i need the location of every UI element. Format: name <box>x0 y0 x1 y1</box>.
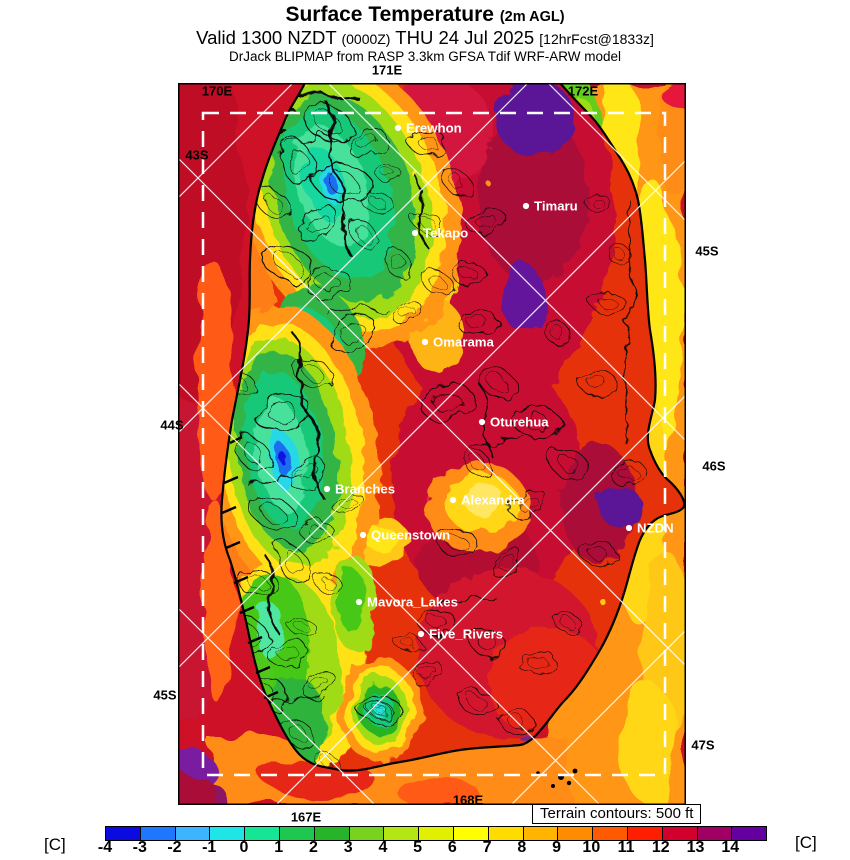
colorbar-tick-label: 1 <box>274 839 284 856</box>
colorbar-tick-label: 8 <box>517 839 527 856</box>
colorbar-tick-label: 11 <box>617 839 635 856</box>
city-marker-dot <box>522 202 530 210</box>
coastline <box>220 81 686 788</box>
axis-label-45s: 45S <box>153 687 177 703</box>
colorbar-segment <box>419 827 454 840</box>
latlon-graticule <box>177 82 687 806</box>
title-suffix: (2m AGL) <box>499 9 565 25</box>
axis-label-44s: 44S <box>160 417 184 433</box>
city-label: Branches <box>335 482 395 497</box>
valid-zulu: (0000Z) <box>341 31 391 47</box>
colorbar-segment <box>384 827 420 840</box>
colorbar-segment <box>662 827 698 840</box>
colorbar-tick-label: 7 <box>482 839 492 856</box>
city-label: Five_Rivers <box>429 627 503 642</box>
city-label: Queenstown <box>371 528 450 543</box>
colorbar-unit-left: [C] <box>44 835 66 854</box>
colorbar-tick-label: 12 <box>651 839 670 856</box>
colorbar-segment <box>140 827 176 840</box>
colorbar-segment <box>210 827 246 840</box>
colorbar-tick-label: 13 <box>686 839 705 856</box>
colorbar-segment <box>558 827 594 840</box>
colorbar-segment <box>314 827 350 840</box>
colorbar-segment <box>488 827 524 840</box>
colorbar-segment <box>279 827 315 840</box>
city-marker-dot <box>411 229 419 237</box>
city-label: Alexandra <box>461 493 525 508</box>
inset-terrain-label: Terrain contours: 500 ft <box>532 804 702 824</box>
city-label: Erewhon <box>406 121 462 136</box>
axis-label-46s: 46S <box>702 458 726 474</box>
colorbar-tick-label: 3 <box>343 839 353 856</box>
map-canvas[interactable]: Erewhon Timaru Tekapo Omarama Oturehua Branch… <box>143 23 702 813</box>
city-marker-dot <box>478 418 486 426</box>
axis-label-167e: 167E <box>290 809 322 825</box>
colorbar-tick-label: 2 <box>308 839 318 856</box>
colorbar-segment <box>697 827 733 840</box>
page-title: Surface Temperature (2m AGL) <box>0 3 850 27</box>
city-markers: Erewhon Timaru Tekapo Omarama Oturehua Branch… <box>323 121 674 642</box>
city-marker-dot <box>359 531 367 539</box>
temperature-map[interactable]: Erewhon Timaru Tekapo Omarama Oturehua Branch… <box>143 23 702 813</box>
city-label: Mavora_Lakes <box>367 595 458 610</box>
axis-label-45s: 45S <box>695 243 719 259</box>
colorbar-tick-label: -3 <box>132 839 147 856</box>
city-marker-dot <box>625 524 633 532</box>
colorbar-segment <box>349 827 385 840</box>
colorbar-segment <box>523 827 559 840</box>
city-label: NZDN <box>637 521 674 536</box>
city-label: Omarama <box>433 335 495 350</box>
colorbar-tick-label: 0 <box>239 839 249 856</box>
valid-fcst: [12hrFcst@1833z] <box>539 31 654 47</box>
colorbar-tick-label: 10 <box>582 839 601 856</box>
valid-date: THU 24 Jul 2025 <box>395 27 535 48</box>
title-text: Surface Temperature <box>285 3 494 26</box>
city-marker-dot <box>355 598 363 606</box>
city-marker-dot <box>394 124 402 132</box>
colorbar-tick-label: 4 <box>378 839 388 856</box>
city-label: Oturehua <box>490 415 549 430</box>
colorbar-unit-right: [C] <box>795 833 817 852</box>
model-info-line: DrJack BLIPMAP from RASP 3.3km GFSA Tdif… <box>228 49 622 64</box>
colorbar-tick-label: 5 <box>413 839 423 856</box>
colorbar-tick-label: 9 <box>552 839 562 856</box>
valid-prefix: Valid 1300 NZDT <box>196 27 337 48</box>
colorbar-tick-label: -2 <box>167 839 182 856</box>
colorbar-tick-label: -1 <box>202 839 217 856</box>
colorbar-segment <box>453 827 489 840</box>
city-marker-dot <box>449 496 457 504</box>
colorbar-segment <box>627 827 663 840</box>
axis-label-171e: 171E <box>371 62 403 78</box>
city-marker-dot <box>421 338 429 346</box>
colorbar-ticks: -4 -3 -2 -1 0 1 2 3 4 5 6 7 8 9 10 11 12 13 14 <box>98 839 765 858</box>
colorbar-segment <box>106 827 141 840</box>
axis-label-47s: 47S <box>691 737 715 753</box>
colorbar-segment <box>175 827 211 840</box>
map-frame <box>178 83 686 805</box>
city-marker-dot <box>417 630 425 638</box>
city-marker-dot <box>323 485 331 493</box>
colorbar-segment <box>593 827 628 840</box>
axis-label-168e: 168E <box>452 792 484 808</box>
colorbar-tick-label: 14 <box>721 839 740 856</box>
axis-label-170e: 170E <box>201 83 233 99</box>
city-label: Timaru <box>534 199 578 214</box>
valid-time-line: Valid 1300 NZDT (0000Z) THU 24 Jul 2025 … <box>0 27 850 49</box>
domain-boundary-dashed <box>201 111 667 777</box>
colorbar-segment <box>245 827 280 840</box>
colorbar <box>105 826 767 841</box>
city-label: Tekapo <box>423 226 468 241</box>
colorbar-segment <box>732 827 767 840</box>
colorbar-tick-label: -4 <box>97 839 113 856</box>
axis-label-172e: 172E <box>567 83 599 99</box>
colorbar-tick-label: 6 <box>447 839 457 856</box>
axis-label-43s: 43S <box>185 147 209 163</box>
